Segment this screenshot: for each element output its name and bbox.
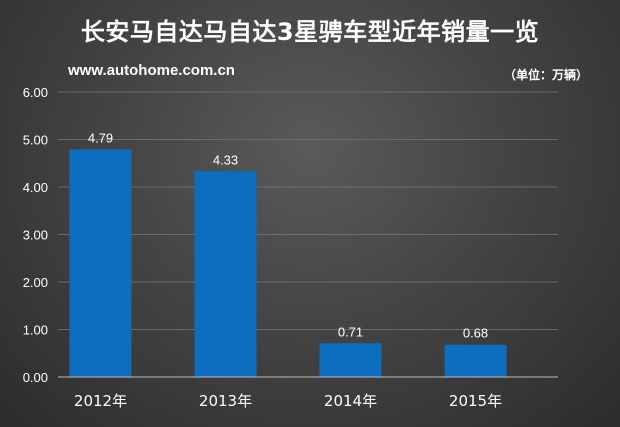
- bar-4: [444, 344, 507, 377]
- y-tick-label: 0.00: [23, 370, 48, 385]
- y-tick-label: 3.00: [23, 228, 48, 243]
- y-tick-label: 1.00: [23, 323, 48, 338]
- y-tick-label: 2.00: [23, 275, 48, 290]
- data-label: 4.33: [213, 152, 238, 167]
- x-axis: 2012年 2013年 2014年 2015年: [58, 376, 558, 410]
- data-label: 4.79: [88, 130, 113, 145]
- source-url: www.autohome.com.cn: [68, 62, 235, 79]
- y-tick-label: 4.00: [23, 180, 48, 195]
- x-tick-label: 2012年: [74, 392, 127, 410]
- data-labels: 4.79 4.33 0.71 0.68: [88, 130, 488, 340]
- unit-note: （单位：万辆）: [503, 68, 588, 82]
- y-axis: 0.00 1.00 2.00 3.00 4.00 5.00 6.00: [23, 85, 48, 385]
- bar-3: [319, 343, 382, 377]
- y-tick-label: 6.00: [23, 85, 48, 100]
- gridlines: [58, 91, 558, 330]
- bars: [69, 149, 507, 377]
- bar-1: [69, 149, 132, 377]
- x-tick-label: 2014年: [324, 392, 377, 410]
- x-tick-label: 2013年: [199, 392, 252, 410]
- y-tick-label: 5.00: [23, 133, 48, 148]
- x-tick-label: 2015年: [449, 392, 502, 410]
- data-label: 0.68: [463, 326, 488, 341]
- data-label: 0.71: [338, 324, 363, 339]
- chart-title: 长安马自达马自达3星骋车型近年销量一览: [80, 18, 540, 46]
- bar-2: [194, 171, 257, 377]
